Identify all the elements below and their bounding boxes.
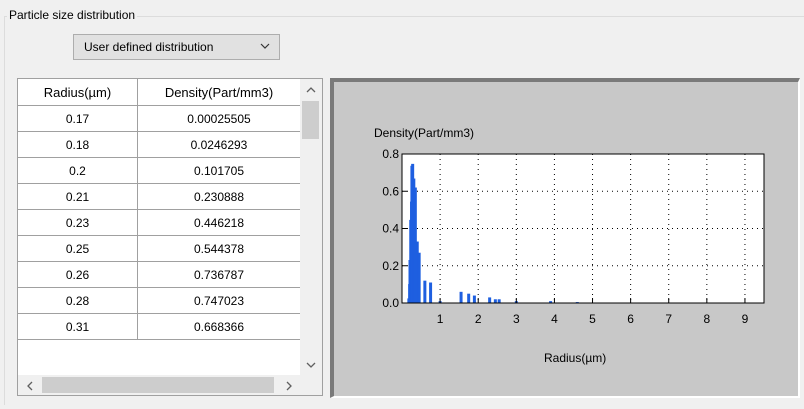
density-cell[interactable]: 0.747023 <box>138 288 301 313</box>
y-tick-label: 0.6 <box>382 184 399 198</box>
density-cell[interactable]: 0.00025505 <box>138 106 301 131</box>
y-tick-label: 0.8 <box>382 147 399 161</box>
chevron-right-icon <box>286 381 292 390</box>
y-tick-label: 0.0 <box>382 296 399 310</box>
chart-xlabel: Radius(µm) <box>544 351 606 365</box>
density-cell[interactable]: 0.230888 <box>138 184 301 209</box>
density-cell[interactable]: 0.668366 <box>138 314 301 339</box>
chevron-up-icon <box>306 86 315 92</box>
density-cell[interactable]: 0.544378 <box>138 236 301 261</box>
table-row[interactable]: 0.17 0.00025505 <box>18 106 301 132</box>
bar <box>488 297 492 303</box>
density-cell[interactable]: 0.446218 <box>138 210 301 235</box>
radius-cell[interactable]: 0.28 <box>18 288 138 313</box>
density-cell[interactable]: 0.0246293 <box>138 132 301 157</box>
chart-svg: Density(Part/mm3) Radius(µm) 1 2 3 4 5 6 7 8 9 0.… <box>374 126 765 365</box>
x-tick-label: 6 <box>627 312 634 326</box>
bar <box>423 280 427 303</box>
horizontal-scrollbar[interactable] <box>18 375 322 395</box>
table-row[interactable]: 0.2 0.101705 <box>18 158 301 184</box>
table-row[interactable]: 0.31 0.668366 <box>18 314 301 340</box>
chevron-down-icon <box>306 362 315 368</box>
chevron-down-icon <box>260 43 270 49</box>
scroll-up-button[interactable] <box>302 81 319 98</box>
scroll-down-button[interactable] <box>302 356 319 373</box>
table-row[interactable]: 0.25 0.544378 <box>18 236 301 262</box>
bar <box>415 241 419 303</box>
scroll-right-button[interactable] <box>280 377 297 394</box>
radius-cell[interactable]: 0.23 <box>18 210 138 235</box>
table-row[interactable]: 0.21 0.230888 <box>18 184 301 210</box>
table-row[interactable]: 0.23 0.446218 <box>18 210 301 236</box>
bar <box>467 293 471 303</box>
chevron-left-icon <box>26 381 32 390</box>
column-header-radius[interactable]: Radius(µm) <box>18 79 138 105</box>
radius-cell[interactable]: 0.2 <box>18 158 138 183</box>
bar <box>459 291 463 303</box>
x-tick-label: 8 <box>703 312 710 326</box>
bar <box>417 252 421 303</box>
table-row[interactable]: 0.28 0.747023 <box>18 288 301 314</box>
table-grid: Radius(µm) Density(Part/mm3) 0.17 0.00025… <box>18 79 301 340</box>
table-header-row: Radius(µm) Density(Part/mm3) <box>18 79 301 106</box>
vertical-scroll-thumb[interactable] <box>302 101 319 139</box>
distribution-chart: Density(Part/mm3) Radius(µm) 1 2 3 4 5 6 7 8 9 0.… <box>330 78 800 398</box>
x-tick-label: 4 <box>551 312 558 326</box>
radius-cell[interactable]: 0.17 <box>18 106 138 131</box>
bar <box>472 295 476 303</box>
bar <box>549 301 553 303</box>
vertical-scrollbar[interactable] <box>300 79 322 375</box>
column-header-density[interactable]: Density(Part/mm3) <box>138 79 301 105</box>
y-tick-label: 0.2 <box>382 259 399 273</box>
distribution-type-value: User defined distribution <box>84 40 214 54</box>
distribution-type-select[interactable]: User defined distribution <box>73 34 280 60</box>
x-tick-label: 7 <box>665 312 672 326</box>
table-row[interactable]: 0.18 0.0246293 <box>18 132 301 158</box>
x-tick-label: 2 <box>475 312 482 326</box>
radius-cell[interactable]: 0.31 <box>18 314 138 339</box>
radius-cell[interactable]: 0.26 <box>18 262 138 287</box>
particle-size-groupbox <box>4 16 804 405</box>
table-row[interactable]: 0.26 0.736787 <box>18 262 301 288</box>
bar <box>493 299 497 303</box>
y-tick-label: 0.4 <box>382 222 399 236</box>
bar <box>412 178 416 303</box>
bar <box>497 299 501 303</box>
radius-cell[interactable]: 0.25 <box>18 236 138 261</box>
distribution-table[interactable]: Radius(µm) Density(Part/mm3) 0.17 0.00025… <box>17 78 323 396</box>
bar <box>429 282 433 303</box>
chart-ylabel: Density(Part/mm3) <box>374 126 474 140</box>
horizontal-scroll-thumb[interactable] <box>42 377 274 393</box>
x-tick-label: 5 <box>589 312 596 326</box>
radius-cell[interactable]: 0.21 <box>18 184 138 209</box>
x-tick-label: 3 <box>513 312 520 326</box>
x-tick-label: 1 <box>437 312 444 326</box>
density-cell[interactable]: 0.736787 <box>138 262 301 287</box>
scroll-left-button[interactable] <box>21 377 38 394</box>
group-title: Particle size distribution <box>7 8 138 22</box>
x-tick-label: 9 <box>742 312 749 326</box>
density-cell[interactable]: 0.101705 <box>138 158 301 183</box>
radius-cell[interactable]: 0.18 <box>18 132 138 157</box>
bar <box>413 187 417 303</box>
